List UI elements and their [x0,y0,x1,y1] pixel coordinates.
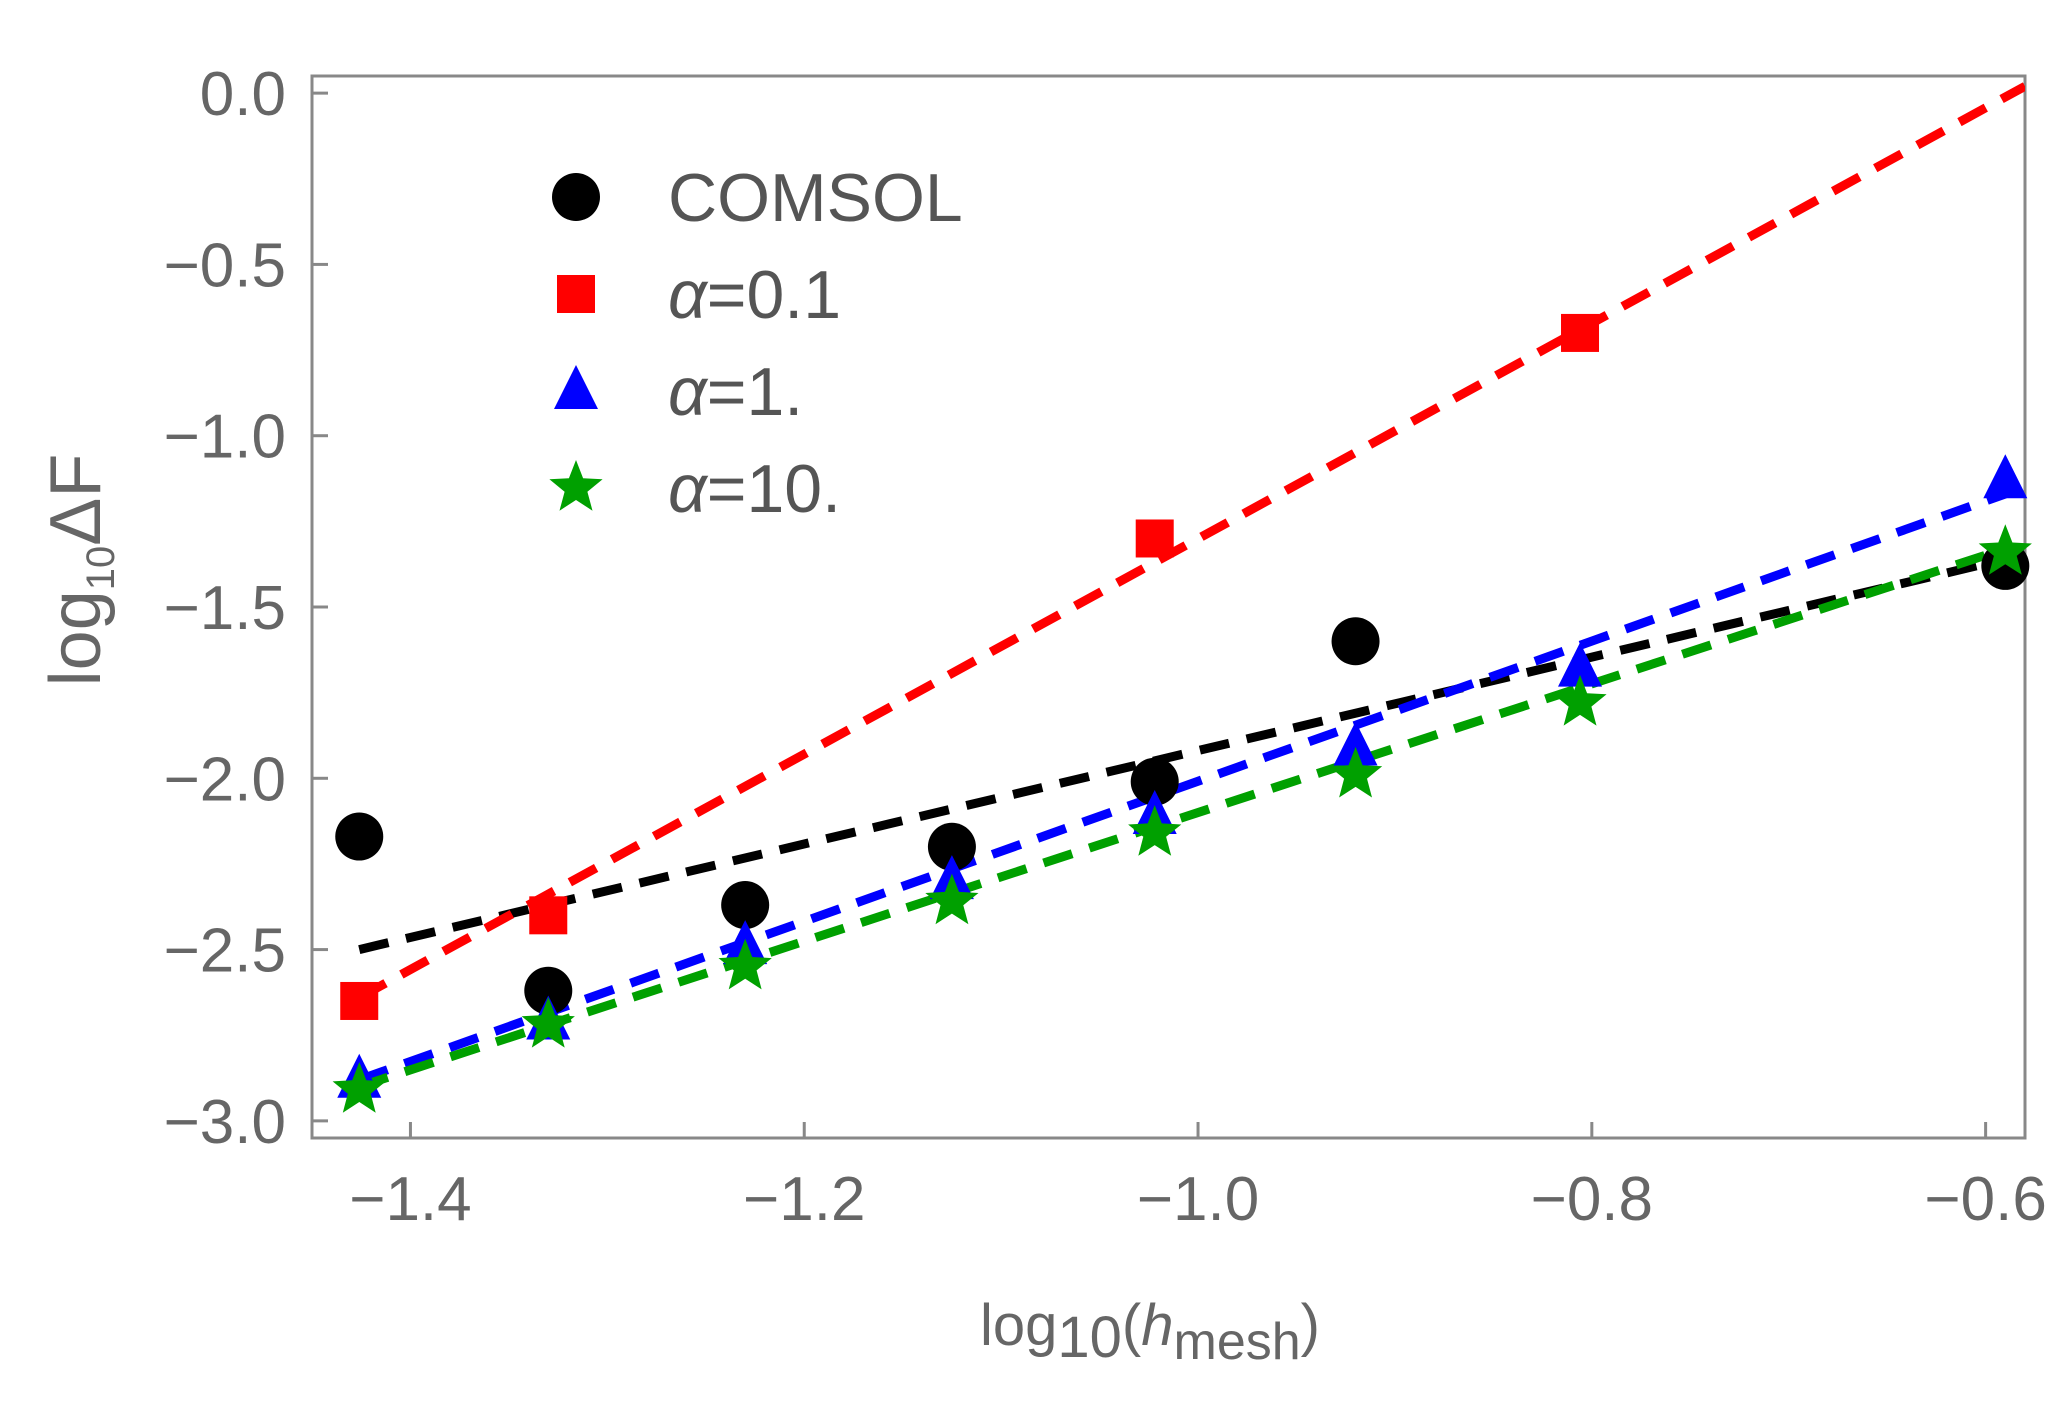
point-series-2 [1983,454,2028,499]
fit-line-series-3 [357,544,2007,1091]
point-series-3 [1978,524,2032,575]
legend-marker-1 [557,275,595,313]
point-series-0 [524,966,573,1015]
y-tick-label: −3.0 [164,1088,286,1157]
y-tick-label: −2.0 [164,745,286,814]
x-tick-label: −1.4 [349,1165,471,1234]
y-tick-label: −0.5 [164,231,286,300]
legend-label-0: COMSOL [668,160,963,236]
point-series-1 [529,896,568,935]
point-series-1 [1135,519,1174,558]
axis-ticks: −1.4 −1.2 −1.0 −0.8 −0.6 0.0 −0.5 −1.0 −1.5 −2.0 −… [164,60,2047,1234]
point-series-0 [1331,617,1380,666]
y-axis-label: log10ΔF [36,454,123,687]
point-series-3 [521,996,575,1048]
fit-lines [357,82,2025,1091]
point-series-0 [1130,757,1179,806]
point-series-0 [927,822,976,871]
x-tick-label: −1.2 [743,1165,865,1234]
x-axis-label: log10(hmesh) [980,1293,1320,1371]
x-tick-label: −1.0 [1137,1165,1259,1234]
fit-line-series-0 [358,554,2007,954]
fit-line-series-2 [357,489,2007,1085]
x-tick-label: −0.6 [1924,1165,2046,1234]
point-series-2 [1558,642,1603,687]
y-tick-label: 0.0 [200,60,286,129]
y-tick-label: −2.5 [164,917,286,986]
legend-label-2: α=1. [668,354,803,430]
point-series-3 [718,938,772,990]
point-series-0 [335,812,384,861]
legend-label-1: α=0.1 [668,257,841,333]
point-series-1 [1561,313,1600,352]
legend-marker-2 [554,365,598,409]
legend-marker-0 [552,173,600,221]
legend-marker-3 [549,460,603,511]
y-tick-label: −1.5 [164,574,286,643]
point-series-3 [925,873,979,925]
x-tick-label: −0.8 [1531,1165,1653,1234]
y-tick-label: −1.0 [164,403,286,472]
point-series-3 [1553,674,1607,726]
point-series-3 [1328,746,1383,798]
data-points [332,313,2032,1113]
point-series-3 [332,1062,386,1113]
point-series-3 [1128,805,1182,856]
legend-label-3: α=10. [668,451,841,527]
point-series-1 [340,981,379,1020]
point-series-2 [1333,721,1378,766]
point-series-0 [721,881,770,930]
fit-line-series-1 [357,82,2025,1002]
legend: COMSOL α=0.1 α=1. α=10. [549,160,963,527]
